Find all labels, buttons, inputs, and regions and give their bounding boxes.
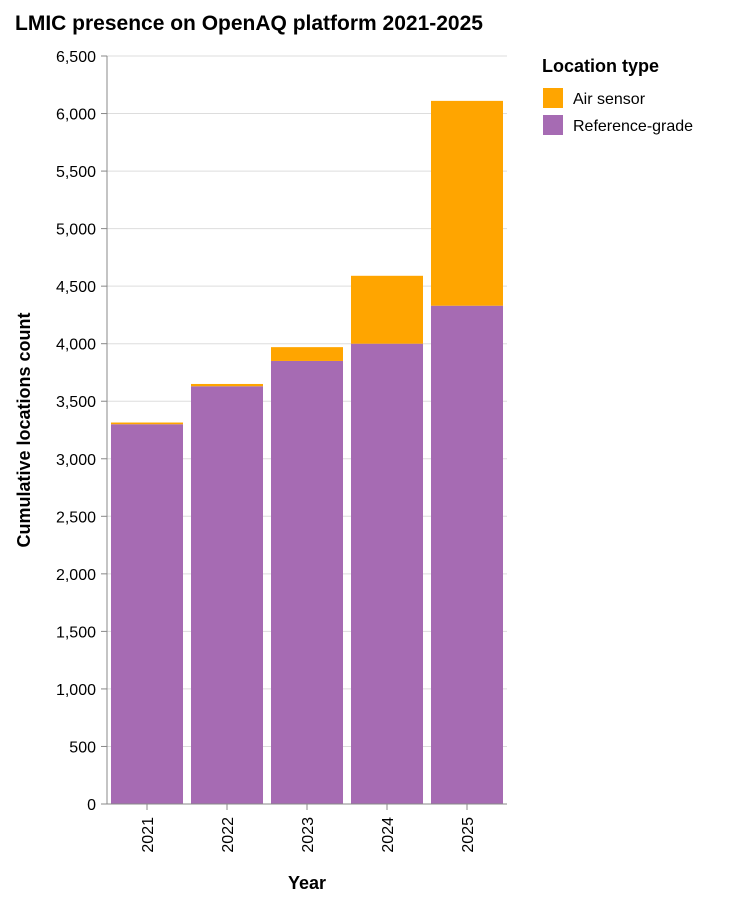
y-tick-label: 6,000 — [56, 107, 96, 124]
y-tick-label: 1,500 — [56, 624, 96, 641]
bar-air-sensor-2022 — [191, 383, 263, 387]
bar-reference-grade-2021 — [111, 424, 183, 804]
legend-label: Air sensor — [573, 91, 646, 108]
bar-air-sensor-2021 — [111, 422, 183, 425]
y-tick-label: 0 — [87, 797, 96, 814]
bar-reference-grade-2024 — [351, 343, 423, 804]
x-tick-label: 2021 — [140, 817, 157, 853]
bar-air-sensor-2025 — [431, 100, 503, 306]
x-axis-ticks: 2021 2022 2023 2024 2025 — [140, 804, 477, 853]
x-tick-label: 2022 — [220, 817, 237, 853]
bar-air-sensor-2023 — [271, 347, 343, 361]
bar-reference-grade-2023 — [271, 360, 343, 804]
y-tick-label: 500 — [69, 739, 96, 756]
chart-title: LMIC presence on OpenAQ platform 2021-20… — [15, 12, 483, 35]
x-tick-label: 2023 — [300, 817, 317, 853]
y-tick-label: 5,500 — [56, 164, 96, 181]
y-axis-title: Cumulative locations count — [14, 312, 34, 547]
y-axis-ticks: 0 500 1,000 1,500 2,000 2,500 3,000 3,500 4,000 4… — [56, 49, 107, 814]
y-tick-label: 4,000 — [56, 337, 96, 354]
y-tick-label: 4,500 — [56, 279, 96, 296]
bar-air-sensor-2024 — [351, 275, 423, 344]
legend-swatch — [543, 88, 563, 108]
bars — [111, 100, 503, 804]
y-tick-label: 6,500 — [56, 49, 96, 66]
legend-swatch — [543, 115, 563, 135]
y-tick-label: 2,500 — [56, 509, 96, 526]
y-tick-label: 2,000 — [56, 567, 96, 584]
y-tick-label: 3,000 — [56, 452, 96, 469]
legend-label: Reference-grade — [573, 118, 693, 135]
bar-reference-grade-2022 — [191, 386, 263, 804]
x-tick-label: 2024 — [380, 817, 397, 853]
legend: Location type Air sensor Reference-grade — [542, 56, 693, 135]
bar-reference-grade-2025 — [431, 305, 503, 804]
y-tick-label: 3,500 — [56, 394, 96, 411]
y-tick-label: 1,000 — [56, 682, 96, 699]
y-tick-label: 5,000 — [56, 222, 96, 239]
x-tick-label: 2025 — [460, 817, 477, 853]
x-axis-title: Year — [288, 873, 326, 893]
legend-title: Location type — [542, 56, 659, 76]
